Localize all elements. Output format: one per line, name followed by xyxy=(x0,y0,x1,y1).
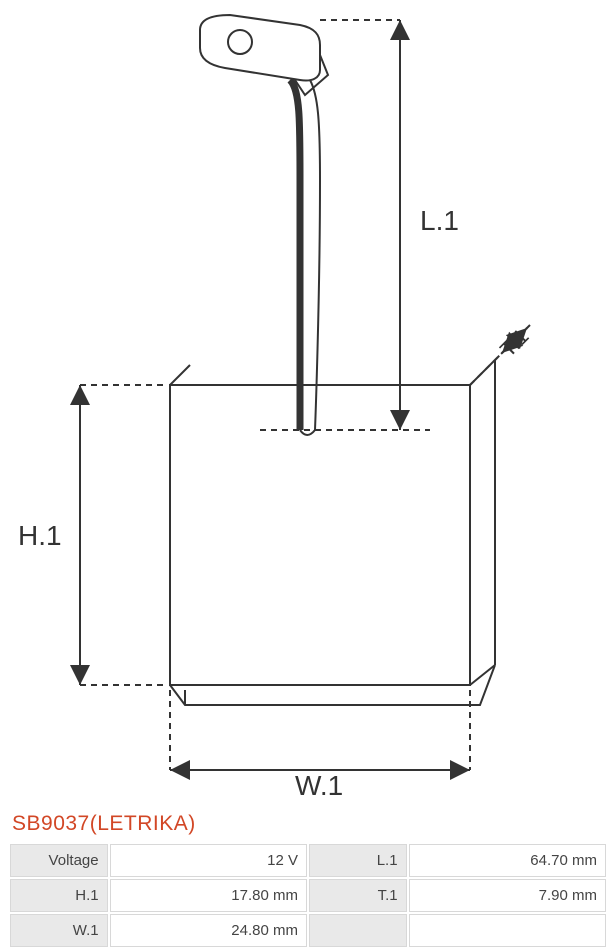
table-row: W.1 24.80 mm xyxy=(10,914,606,947)
technical-diagram: L.1 H.1 W.1 T.1 xyxy=(0,0,608,808)
product-title: SB9037(LETRIKA) xyxy=(0,808,608,842)
spec-label xyxy=(309,914,407,947)
spec-label: L.1 xyxy=(309,844,407,877)
spec-label: W.1 xyxy=(10,914,108,947)
spec-label: H.1 xyxy=(10,879,108,912)
spec-value: 17.80 mm xyxy=(110,879,307,912)
spec-label: T.1 xyxy=(309,879,407,912)
dim-label-l1: L.1 xyxy=(420,205,459,237)
table-row: H.1 17.80 mm T.1 7.90 mm xyxy=(10,879,606,912)
dim-label-h1: H.1 xyxy=(18,520,62,552)
spec-label: Voltage xyxy=(10,844,108,877)
table-row: Voltage 12 V L.1 64.70 mm xyxy=(10,844,606,877)
spec-value: 7.90 mm xyxy=(409,879,606,912)
spec-value: 64.70 mm xyxy=(409,844,606,877)
spec-value: 24.80 mm xyxy=(110,914,307,947)
spec-value xyxy=(409,914,606,947)
spec-value: 12 V xyxy=(110,844,307,877)
dim-label-w1: W.1 xyxy=(295,770,343,802)
spec-table: Voltage 12 V L.1 64.70 mm H.1 17.80 mm T… xyxy=(8,842,608,949)
